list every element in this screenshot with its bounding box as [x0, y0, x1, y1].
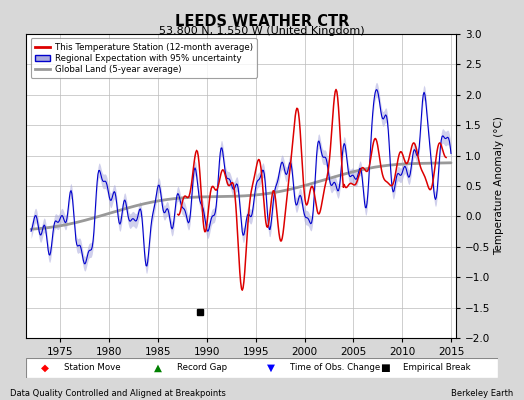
- Y-axis label: Temperature Anomaly (°C): Temperature Anomaly (°C): [495, 116, 505, 256]
- Text: Berkeley Earth: Berkeley Earth: [451, 389, 514, 398]
- Text: ▼: ▼: [267, 363, 276, 373]
- Text: LEEDS WEATHER CTR: LEEDS WEATHER CTR: [175, 14, 349, 29]
- Text: ■: ■: [380, 363, 389, 373]
- Text: 53.800 N, 1.550 W (United Kingdom): 53.800 N, 1.550 W (United Kingdom): [159, 26, 365, 36]
- Text: Record Gap: Record Gap: [177, 364, 227, 372]
- FancyBboxPatch shape: [26, 358, 498, 378]
- Text: Data Quality Controlled and Aligned at Breakpoints: Data Quality Controlled and Aligned at B…: [10, 389, 226, 398]
- Legend: This Temperature Station (12-month average), Regional Expectation with 95% uncer: This Temperature Station (12-month avera…: [30, 38, 257, 78]
- Text: ▲: ▲: [154, 363, 162, 373]
- Text: Station Move: Station Move: [64, 364, 121, 372]
- Text: Time of Obs. Change: Time of Obs. Change: [290, 364, 380, 372]
- Text: ◆: ◆: [41, 363, 49, 373]
- Text: Empirical Break: Empirical Break: [403, 364, 471, 372]
